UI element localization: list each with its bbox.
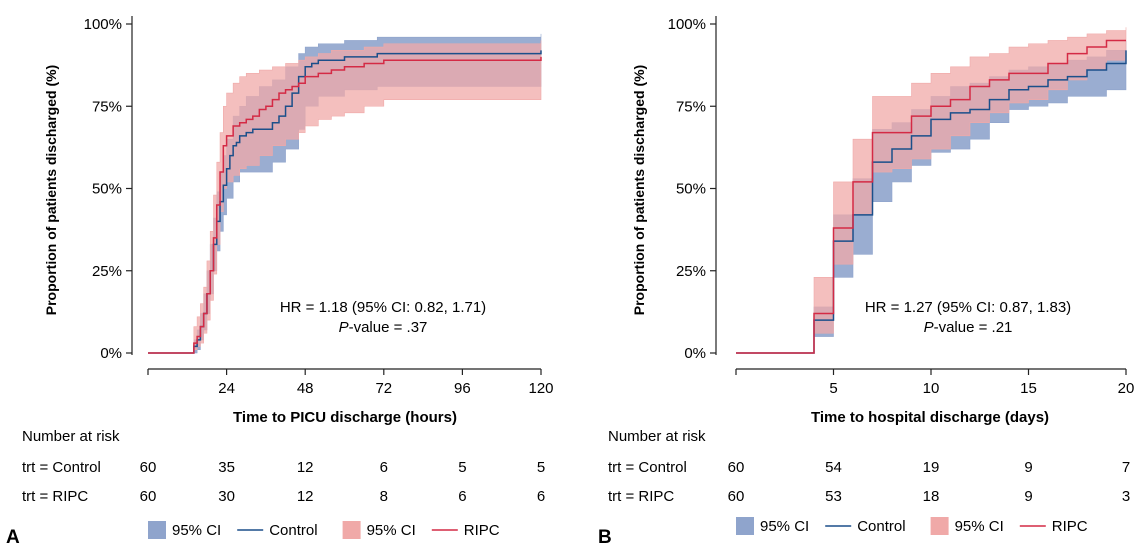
y-tick-label: 25% bbox=[92, 263, 122, 280]
survival-curves bbox=[148, 50, 542, 354]
risk-cell: 18 bbox=[923, 488, 940, 505]
risk-cell: 60 bbox=[140, 488, 157, 505]
km-chart-picu: 0% 25% 50% 75% 100% 24 48 72 96 120 Proportion of… bbox=[6, 16, 554, 546]
risk-table-title: Number at risk bbox=[608, 428, 706, 445]
y-tick-label: 0% bbox=[100, 345, 122, 362]
x-tick-label: 20 bbox=[1118, 380, 1135, 397]
y-tick-label: 100% bbox=[84, 16, 122, 33]
x-axis-label: Time to PICU discharge (hours) bbox=[233, 409, 457, 426]
risk-cell: 9 bbox=[1024, 459, 1032, 476]
x-tick-label: 5 bbox=[829, 380, 837, 397]
risk-cell: 5 bbox=[458, 459, 466, 476]
y-tick-label: 50% bbox=[676, 181, 706, 198]
p-rest: -value = .21 bbox=[934, 319, 1013, 336]
legend-ci-ripc-swatch bbox=[930, 517, 949, 535]
p-value-annotation: P-value = .37 bbox=[339, 319, 428, 336]
km-chart-hospital: 0% 25% 50% 75% 100% 5 10 15 20 Proportion of pat… bbox=[598, 16, 1135, 546]
risk-cell: 53 bbox=[825, 488, 842, 505]
legend-control-label: Control bbox=[857, 518, 905, 535]
x-tick-label: 24 bbox=[218, 380, 235, 397]
legend-ci-ripc-label: 95% CI bbox=[367, 522, 416, 539]
legend: 95% CI Control 95% CI RIPC bbox=[148, 521, 500, 539]
axes: 0% 25% 50% 75% 100% 24 48 72 96 120 bbox=[84, 16, 554, 397]
legend-ripc-label: RIPC bbox=[464, 522, 500, 539]
risk-cell: 6 bbox=[458, 488, 466, 505]
risk-cell: 60 bbox=[728, 459, 745, 476]
risk-cell: 30 bbox=[218, 488, 235, 505]
legend-control-label: Control bbox=[269, 522, 317, 539]
y-tick-label: 50% bbox=[92, 181, 122, 198]
risk-row-label: trt = RIPC bbox=[22, 488, 88, 505]
risk-cell: 8 bbox=[380, 488, 388, 505]
y-tick-label: 75% bbox=[676, 98, 706, 115]
legend: 95% CI Control 95% CI RIPC bbox=[736, 517, 1088, 535]
risk-cell: 35 bbox=[218, 459, 235, 476]
hr-annotation: HR = 1.27 (95% CI: 0.87, 1.83) bbox=[865, 299, 1071, 316]
risk-table-title: Number at risk bbox=[22, 428, 120, 445]
p-rest: -value = .37 bbox=[349, 319, 428, 336]
legend-ci-control-swatch bbox=[148, 521, 166, 539]
x-tick-label: 72 bbox=[375, 380, 392, 397]
risk-cell: 19 bbox=[923, 459, 940, 476]
legend-ci-control-swatch bbox=[736, 517, 754, 535]
p-italic: P bbox=[924, 319, 934, 336]
risk-cell: 9 bbox=[1024, 488, 1032, 505]
x-axis-label: Time to hospital discharge (days) bbox=[811, 409, 1049, 426]
risk-row-label: trt = Control bbox=[22, 459, 101, 476]
x-tick-label: 120 bbox=[528, 380, 553, 397]
risk-cell: 60 bbox=[728, 488, 745, 505]
risk-cell: 6 bbox=[380, 459, 388, 476]
x-tick-label: 10 bbox=[923, 380, 940, 397]
risk-cell: 7 bbox=[1122, 459, 1130, 476]
legend-ripc-label: RIPC bbox=[1052, 518, 1088, 535]
p-value-annotation: P-value = .21 bbox=[924, 319, 1013, 336]
risk-table: Number at risk trt = Control 60 54 19 9 7 trt =… bbox=[608, 428, 1130, 505]
risk-row-label: trt = RIPC bbox=[608, 488, 674, 505]
legend-ci-ripc-label: 95% CI bbox=[955, 518, 1004, 535]
risk-cell: 60 bbox=[140, 459, 157, 476]
survival-curves bbox=[736, 39, 1127, 354]
x-tick-label: 48 bbox=[297, 380, 314, 397]
hr-annotation: HR = 1.18 (95% CI: 0.82, 1.71) bbox=[280, 299, 486, 316]
risk-cell: 12 bbox=[297, 488, 314, 505]
p-italic: P bbox=[339, 319, 349, 336]
risk-table: Number at risk trt = Control 60 35 12 6 5 5 trt … bbox=[22, 428, 545, 505]
risk-cell: 54 bbox=[825, 459, 842, 476]
x-tick-label: 96 bbox=[454, 380, 471, 397]
risk-cell: 5 bbox=[537, 459, 545, 476]
legend-ci-control-label: 95% CI bbox=[172, 522, 221, 539]
panel-label: B bbox=[598, 527, 612, 546]
y-axis-label: Proportion of patients discharged (%) bbox=[631, 65, 647, 315]
curve-ripc bbox=[736, 39, 1126, 354]
risk-cell: 12 bbox=[297, 459, 314, 476]
panel-label: A bbox=[6, 527, 20, 546]
risk-row-label: trt = Control bbox=[608, 459, 687, 476]
y-tick-label: 25% bbox=[676, 263, 706, 280]
axes: 0% 25% 50% 75% 100% 5 10 15 20 bbox=[668, 16, 1135, 397]
legend-ci-ripc-swatch bbox=[342, 521, 361, 539]
risk-cell: 3 bbox=[1122, 488, 1130, 505]
y-tick-label: 75% bbox=[92, 98, 122, 115]
y-tick-label: 0% bbox=[684, 345, 706, 362]
curve-ripc bbox=[148, 56, 542, 354]
x-tick-label: 15 bbox=[1020, 380, 1037, 397]
risk-cell: 6 bbox=[537, 488, 545, 505]
y-tick-label: 100% bbox=[668, 16, 706, 33]
y-axis-label: Proportion of patients discharged (%) bbox=[43, 65, 59, 315]
legend-ci-control-label: 95% CI bbox=[760, 518, 809, 535]
